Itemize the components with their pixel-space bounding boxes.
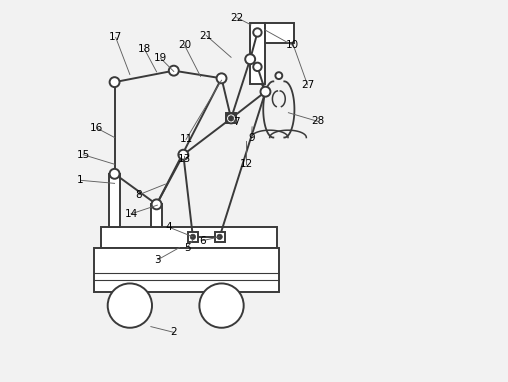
Text: 13: 13 bbox=[177, 154, 190, 163]
Text: 16: 16 bbox=[90, 123, 103, 133]
Text: 12: 12 bbox=[240, 159, 253, 169]
Text: 4: 4 bbox=[166, 222, 173, 232]
Text: 3: 3 bbox=[154, 255, 161, 265]
Circle shape bbox=[226, 113, 236, 123]
Text: 21: 21 bbox=[200, 31, 213, 40]
Text: 8: 8 bbox=[135, 190, 142, 200]
Circle shape bbox=[261, 87, 270, 97]
Text: 7: 7 bbox=[234, 117, 240, 127]
Circle shape bbox=[169, 66, 179, 76]
Circle shape bbox=[245, 54, 255, 64]
Circle shape bbox=[151, 199, 162, 209]
Bar bbox=[226, 113, 236, 123]
Bar bbox=[215, 232, 225, 242]
Text: 20: 20 bbox=[178, 40, 191, 50]
Text: 27: 27 bbox=[301, 80, 314, 90]
Text: 1: 1 bbox=[77, 175, 84, 185]
Bar bbox=[151, 204, 163, 227]
Bar bbox=[101, 227, 277, 248]
Circle shape bbox=[108, 283, 152, 328]
Text: 11: 11 bbox=[179, 134, 193, 144]
Circle shape bbox=[253, 28, 262, 37]
Text: 14: 14 bbox=[124, 209, 138, 219]
Circle shape bbox=[229, 116, 234, 121]
Circle shape bbox=[178, 150, 188, 160]
Text: 9: 9 bbox=[248, 133, 255, 142]
Text: 22: 22 bbox=[230, 13, 243, 23]
Bar bbox=[188, 232, 198, 242]
Text: 2: 2 bbox=[171, 327, 177, 337]
Bar bbox=[93, 248, 279, 292]
Text: 5: 5 bbox=[184, 243, 190, 253]
Text: 28: 28 bbox=[311, 117, 325, 126]
Text: 17: 17 bbox=[109, 32, 122, 42]
Text: 18: 18 bbox=[138, 44, 151, 54]
Bar bbox=[250, 23, 265, 84]
Circle shape bbox=[216, 73, 227, 83]
Text: 19: 19 bbox=[154, 53, 167, 63]
Text: 10: 10 bbox=[285, 40, 299, 50]
Circle shape bbox=[275, 72, 282, 79]
Circle shape bbox=[110, 169, 119, 179]
Bar bbox=[109, 174, 120, 227]
Circle shape bbox=[190, 234, 196, 240]
Text: 6: 6 bbox=[199, 236, 206, 246]
Circle shape bbox=[253, 63, 262, 71]
Bar bbox=[265, 23, 294, 43]
Circle shape bbox=[217, 234, 223, 240]
Circle shape bbox=[199, 283, 244, 328]
Circle shape bbox=[110, 77, 119, 87]
Text: 15: 15 bbox=[77, 150, 90, 160]
